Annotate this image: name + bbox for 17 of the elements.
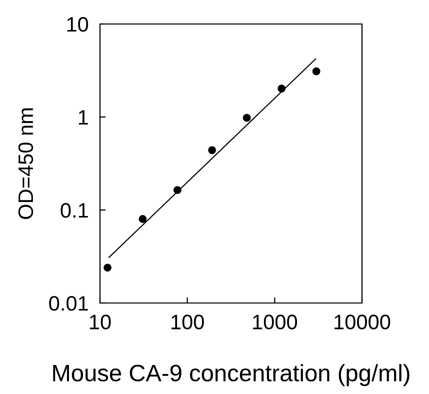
point [242, 114, 251, 122]
x-tick-label: 10000 [334, 314, 390, 330]
point [173, 186, 182, 194]
x-axis-title: Mouse CA-9 concentration (pg/ml) [53, 364, 410, 386]
point [208, 146, 216, 154]
y-tick-label: 0.1 [60, 203, 88, 218]
x-tick-label: 10 [90, 314, 111, 330]
point [138, 215, 147, 223]
point [104, 264, 112, 272]
y-tick-label: 1 [78, 110, 88, 125]
point [312, 67, 320, 76]
x-tick-label: 1000 [253, 314, 298, 330]
x-tick-label: 100 [172, 314, 204, 330]
y-tick-label: 0.01 [49, 296, 88, 311]
point [278, 84, 286, 93]
y-axis-title: OD=450 nm [18, 108, 34, 219]
y-tick-label: 10 [67, 17, 88, 32]
